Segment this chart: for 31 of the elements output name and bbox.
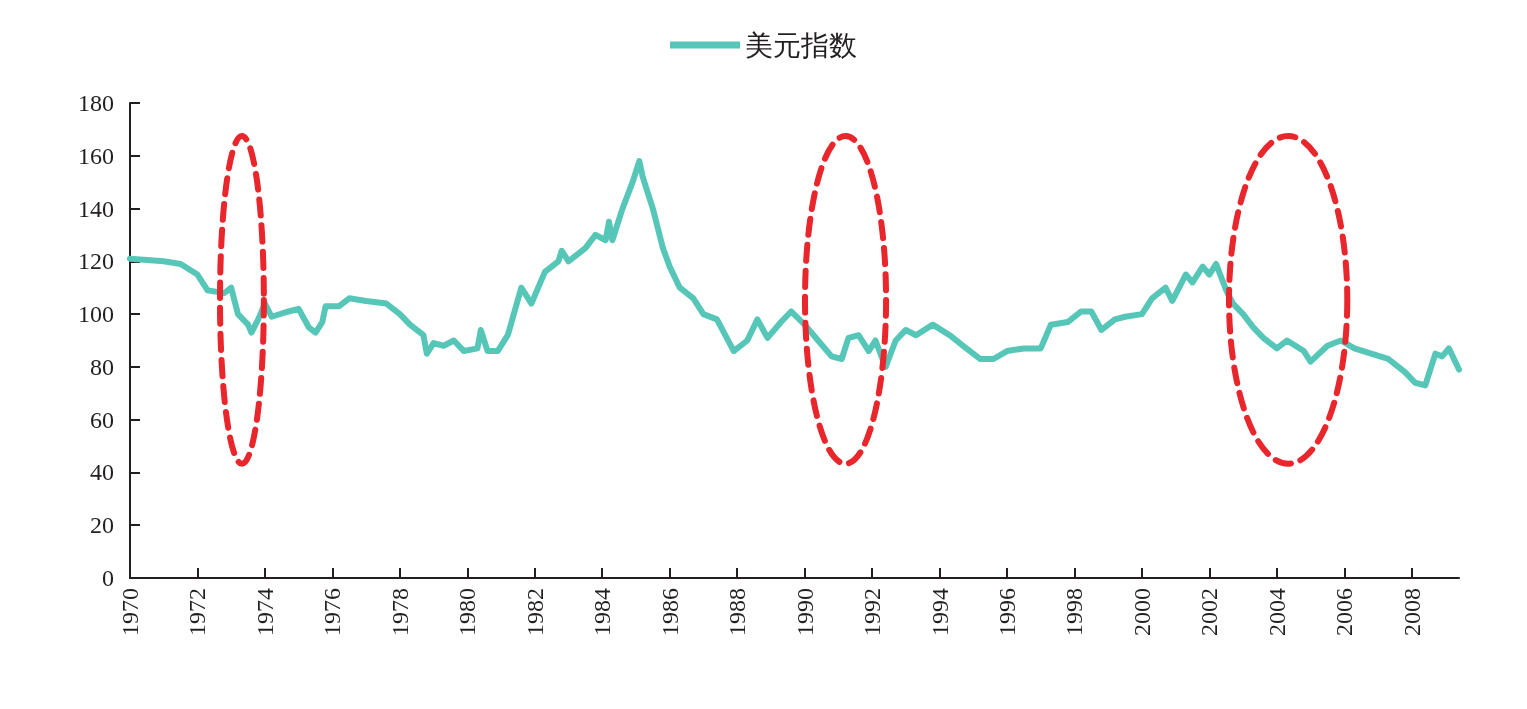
x-tick-label: 1998 [1061,588,1088,636]
x-tick-label: 1984 [589,588,616,636]
y-tick-label: 100 [78,301,114,328]
y-tick-label: 60 [90,406,114,433]
x-tick-label: 1980 [454,588,481,636]
x-tick-label: 2000 [1128,588,1155,636]
y-tick-label: 120 [78,248,114,275]
y-tick-label: 0 [102,565,114,591]
x-tick-label: 1974 [251,588,278,636]
x-tick-label: 1982 [521,588,548,636]
legend-label: 美元指数 [745,29,857,61]
x-tick-label: 1994 [926,588,953,636]
x-tick-label: 1978 [386,588,413,636]
x-tick-label: 2002 [1196,588,1223,636]
x-tick-label: 1986 [656,588,683,636]
x-tick-label: 2004 [1263,588,1290,636]
x-tick-label: 1972 [184,588,211,636]
x-tick-label: 1970 [117,588,143,636]
x-tick-label: 2006 [1331,588,1358,636]
y-tick-label: 160 [78,142,114,169]
x-tick-label: 1992 [859,588,886,636]
y-tick-label: 20 [90,512,114,539]
x-tick-label: 1988 [724,588,751,636]
x-tick-label: 1990 [791,588,818,636]
x-tick-label: 2008 [1398,588,1425,636]
x-tick-label: 1996 [994,588,1021,636]
y-tick-label: 40 [90,459,114,486]
y-tick-label: 140 [78,195,114,222]
y-tick-label: 180 [78,90,114,116]
y-tick-label: 80 [90,353,114,380]
x-tick-label: 1976 [319,588,346,636]
